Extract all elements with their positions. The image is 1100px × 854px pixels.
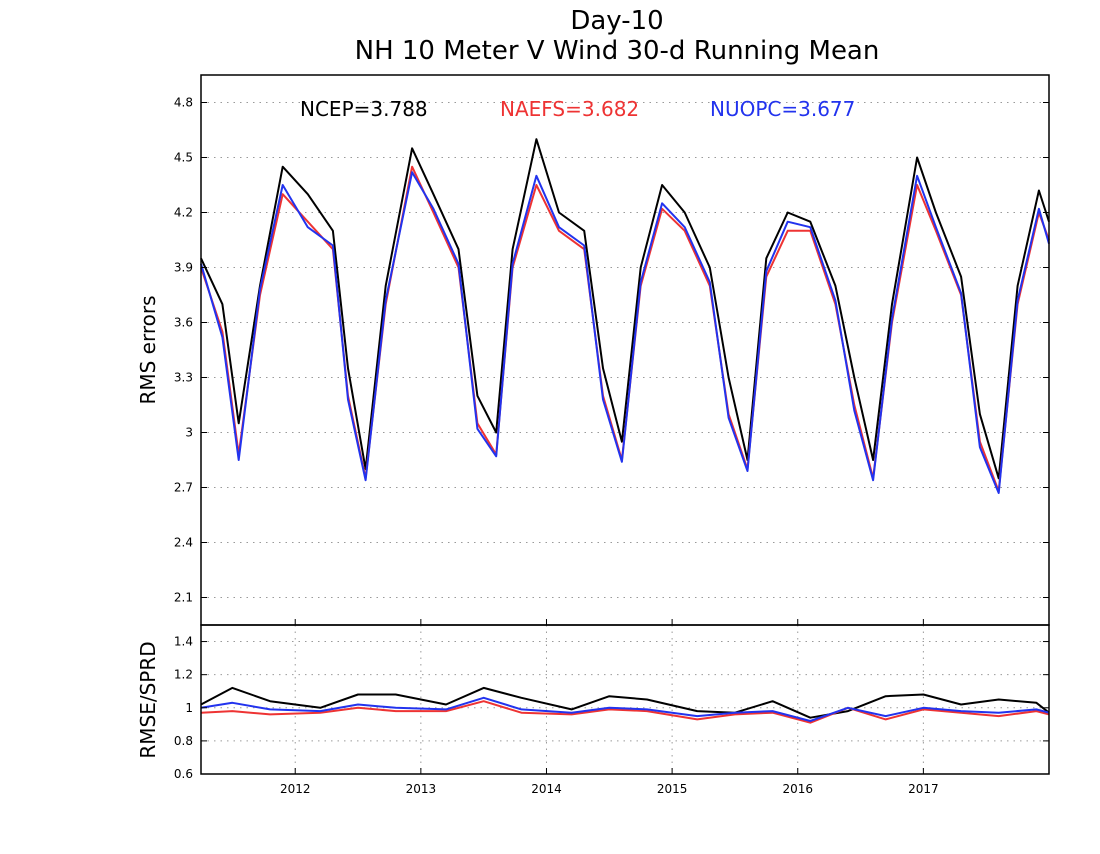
y-tick-label: 2.1 bbox=[174, 591, 193, 605]
x-tick-label: 2015 bbox=[657, 782, 688, 796]
y-tick-label: 3.3 bbox=[174, 371, 193, 385]
y-tick-label: 2.7 bbox=[174, 481, 193, 495]
series-line-naefs bbox=[200, 700, 1050, 724]
series-line-ncep bbox=[200, 138, 1050, 480]
y-tick-label: 1.2 bbox=[174, 668, 193, 682]
y-tick-label: 3.9 bbox=[174, 261, 193, 275]
series-line-ncep bbox=[200, 686, 1050, 719]
x-ticks: 2012 2013 2014 2015 2016 2017 bbox=[280, 619, 939, 796]
y-tick-label: 1 bbox=[185, 701, 193, 715]
chart-title: Day-10 bbox=[570, 6, 663, 36]
top-gridlines bbox=[201, 102, 1049, 598]
naefs-stat-label: NAEFS=3.682 bbox=[500, 97, 639, 121]
chart-subtitle: NH 10 Meter V Wind 30-d Running Mean bbox=[355, 36, 880, 66]
y-tick-label: 3.6 bbox=[174, 316, 193, 330]
top-series-lines bbox=[200, 138, 1050, 494]
nuopc-stat-label: NUOPC=3.677 bbox=[710, 97, 855, 121]
series-line-nuopc bbox=[200, 696, 1050, 722]
y-tick-label: 4.5 bbox=[174, 151, 193, 165]
x-tick-label: 2017 bbox=[908, 782, 939, 796]
x-tick-label: 2014 bbox=[531, 782, 562, 796]
bottom-y-ticks: 0.6 0.8 1 1.2 1.4 bbox=[174, 635, 1049, 781]
top-y-ticks: 2.1 2.4 2.7 3 3.3 3.6 3.9 4.2 4.5 4.8 bbox=[174, 96, 1049, 605]
y-tick-label: 0.8 bbox=[174, 734, 193, 748]
bottom-y-axis-label: RMSE/SPRD bbox=[136, 641, 160, 758]
x-tick-label: 2012 bbox=[280, 782, 311, 796]
y-tick-label: 2.4 bbox=[174, 536, 193, 550]
bottom-plot-frame bbox=[200, 624, 1050, 775]
y-tick-label: 0.6 bbox=[174, 767, 193, 781]
ncep-stat-label: NCEP=3.788 bbox=[300, 97, 428, 121]
top-y-axis-label: RMS errors bbox=[136, 295, 160, 404]
y-tick-label: 3 bbox=[185, 426, 193, 440]
series-line-nuopc bbox=[200, 171, 1050, 494]
bottom-gridlines bbox=[201, 625, 1049, 775]
y-tick-label: 1.4 bbox=[174, 635, 193, 649]
bottom-series-lines bbox=[200, 686, 1050, 724]
series-line-naefs bbox=[200, 165, 1050, 493]
y-tick-label: 4.2 bbox=[174, 206, 193, 220]
x-tick-label: 2013 bbox=[406, 782, 437, 796]
y-tick-label: 4.8 bbox=[174, 96, 193, 110]
x-tick-label: 2016 bbox=[782, 782, 813, 796]
